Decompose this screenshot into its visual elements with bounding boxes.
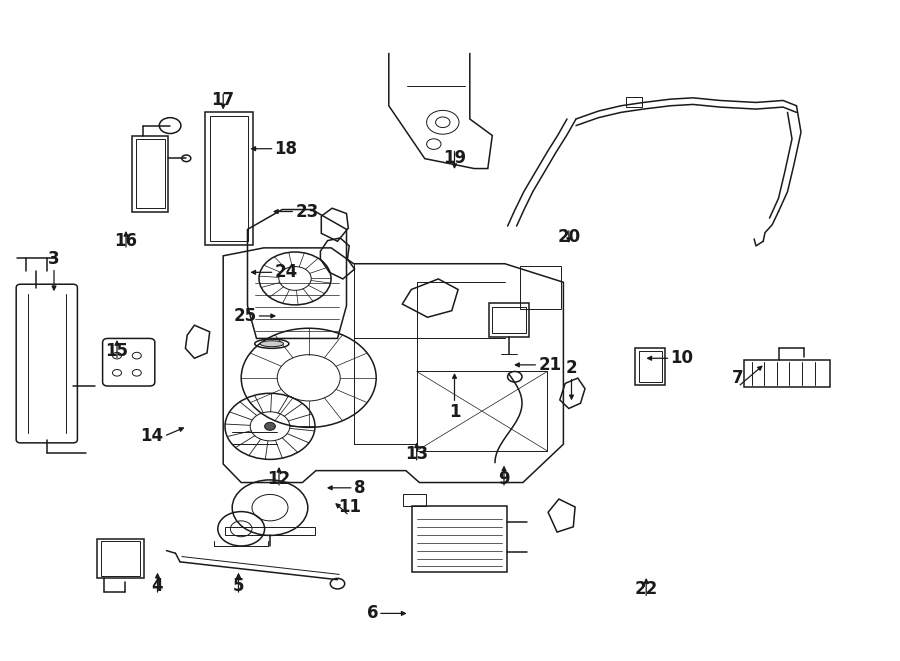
Bar	[205, 112, 253, 245]
Bar	[639, 351, 662, 382]
Text: 17: 17	[212, 91, 235, 109]
Text: 25: 25	[233, 307, 256, 325]
Text: 1: 1	[449, 403, 460, 421]
Text: 15: 15	[105, 342, 129, 360]
Bar	[635, 348, 665, 385]
Text: 2: 2	[566, 359, 577, 377]
Text: 3: 3	[49, 250, 59, 268]
Text: 16: 16	[114, 232, 138, 250]
Text: 10: 10	[670, 349, 694, 368]
Bar	[136, 139, 165, 208]
Bar	[210, 116, 248, 241]
Bar	[132, 136, 168, 212]
Circle shape	[265, 422, 275, 430]
Bar	[492, 307, 526, 333]
Text: 21: 21	[538, 356, 562, 374]
Bar	[403, 494, 426, 506]
Text: 24: 24	[274, 263, 298, 282]
Text: 7: 7	[733, 369, 743, 387]
Bar	[626, 97, 642, 107]
Text: 6: 6	[366, 604, 378, 623]
Text: 14: 14	[140, 427, 164, 446]
Text: 18: 18	[274, 139, 298, 158]
Bar	[489, 303, 529, 337]
Bar	[417, 371, 547, 451]
FancyBboxPatch shape	[103, 338, 155, 386]
Text: 8: 8	[354, 479, 365, 497]
Text: 11: 11	[338, 498, 361, 516]
Bar	[97, 539, 144, 578]
Text: 13: 13	[405, 445, 428, 463]
Text: 9: 9	[499, 470, 509, 488]
Bar	[744, 360, 830, 387]
Text: 19: 19	[443, 149, 466, 167]
Text: 20: 20	[557, 228, 580, 246]
Bar	[101, 541, 140, 576]
Text: 23: 23	[295, 202, 319, 221]
Text: 12: 12	[267, 470, 291, 488]
Bar	[520, 266, 561, 309]
Text: 4: 4	[152, 577, 163, 595]
FancyBboxPatch shape	[16, 284, 77, 443]
Bar	[225, 527, 315, 535]
Text: 22: 22	[634, 580, 658, 598]
Bar	[412, 506, 507, 572]
Text: 5: 5	[233, 577, 244, 595]
Ellipse shape	[260, 341, 284, 346]
